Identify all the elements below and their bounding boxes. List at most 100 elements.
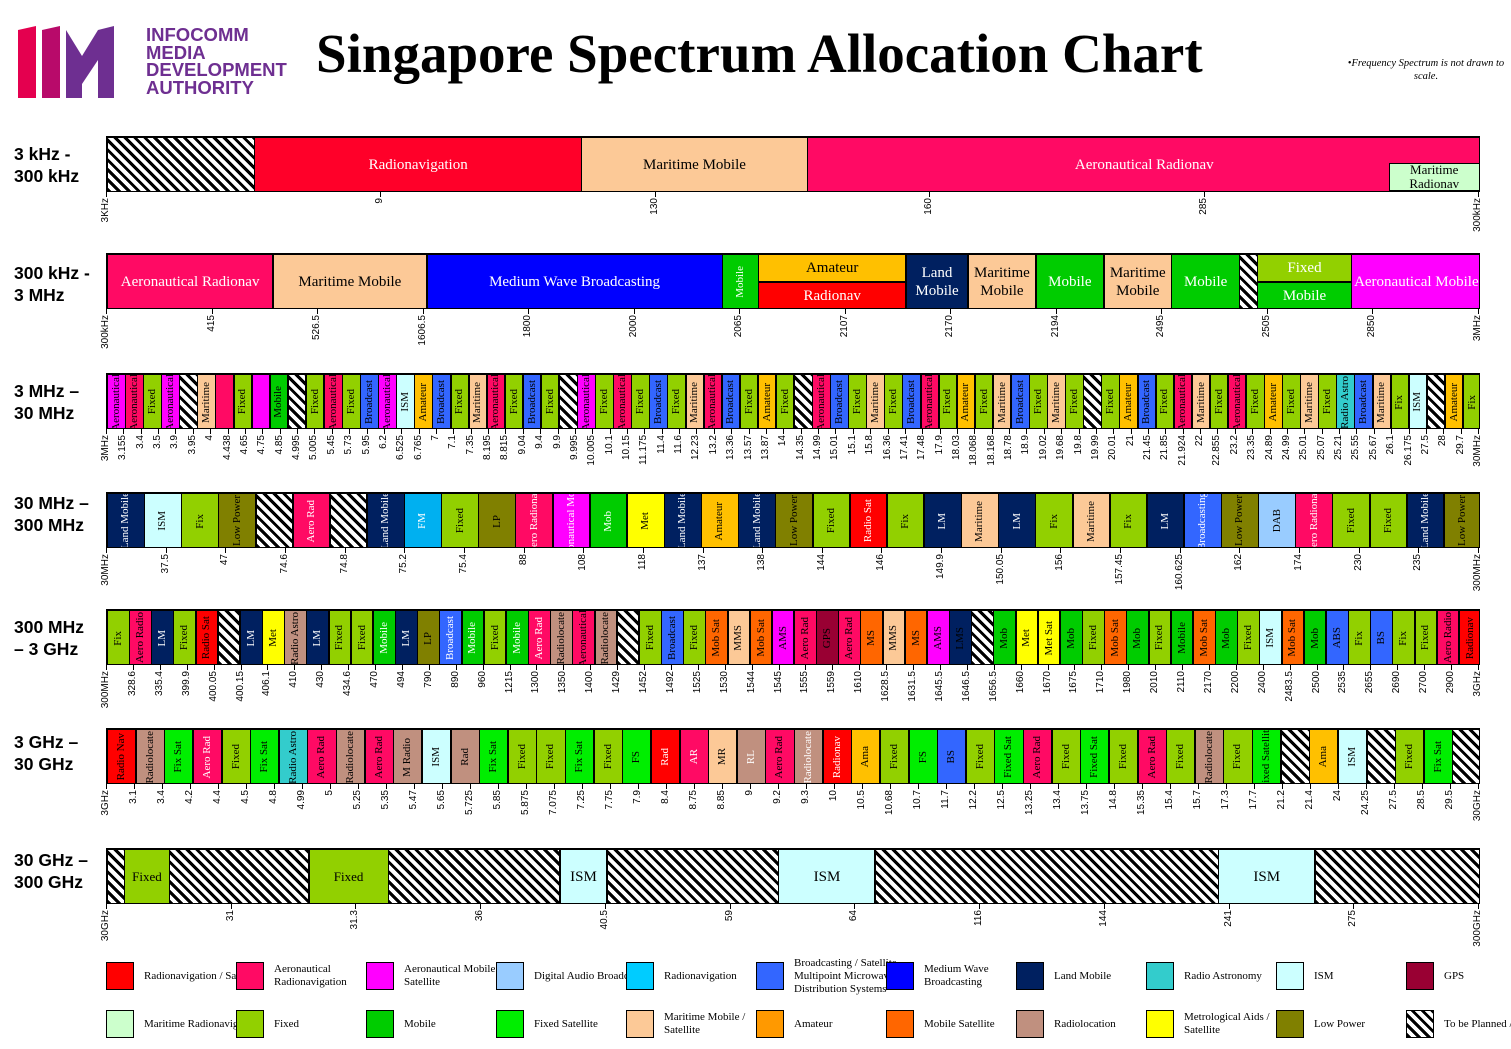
legend-item: Aeronautical Radionavigation bbox=[236, 958, 366, 998]
allocation-label: Aeronautical bbox=[706, 374, 719, 429]
tick-mark bbox=[1148, 429, 1150, 434]
tick-mark bbox=[488, 429, 490, 434]
allocation-segment: Aero Rad bbox=[1137, 729, 1167, 783]
allocation-label: Broadcast bbox=[832, 380, 845, 424]
tick-label: 7.35 bbox=[464, 435, 476, 455]
allocation-segment: Rad bbox=[450, 729, 480, 783]
tick-mark bbox=[974, 429, 976, 434]
allocation-label: Fixed bbox=[1248, 389, 1261, 415]
allocation-label: Mob Sat bbox=[1197, 619, 1210, 657]
allocation-label: Fix bbox=[1393, 394, 1406, 410]
spectrum-band: Radionavigation Maritime Mobile Aeronautic… bbox=[106, 136, 1480, 192]
allocation-segment: Land Mobile bbox=[664, 493, 702, 547]
allocation-segment bbox=[329, 493, 368, 547]
allocation-label: Fix bbox=[193, 513, 206, 529]
tick-mark bbox=[679, 429, 681, 434]
tick-mark bbox=[404, 548, 406, 553]
tick-mark bbox=[1254, 784, 1255, 789]
allocation-label: ISM bbox=[1411, 392, 1424, 412]
tick-label: 25.01 bbox=[1298, 435, 1310, 461]
tick-label: 2850 bbox=[1366, 315, 1378, 338]
allocation-segment bbox=[1239, 254, 1258, 308]
tick-mark bbox=[1289, 665, 1291, 670]
tick-label: 9 bbox=[374, 198, 386, 204]
tick-mark bbox=[913, 665, 915, 670]
allocation-segment: Fixed bbox=[1082, 610, 1105, 664]
tick-label: 1656.5 bbox=[987, 671, 999, 702]
allocation-segment: Aero Rad bbox=[364, 729, 394, 783]
allocation-label: ISM bbox=[156, 511, 169, 531]
tick-label: 285 bbox=[1197, 198, 1209, 215]
legend-label: Aeronautical Mobile / Satellite bbox=[404, 963, 502, 988]
tick-label: 118 bbox=[636, 554, 648, 570]
allocation-label: Mobile bbox=[1183, 274, 1228, 290]
tick-label: 19.68 bbox=[1055, 435, 1067, 461]
tick-label: 2690 bbox=[1391, 671, 1403, 694]
allocation-segment: Fix bbox=[1109, 493, 1148, 547]
tick-mark bbox=[844, 309, 846, 314]
allocation-segment: Aero Rad bbox=[765, 729, 795, 783]
legend-item: Fixed Satellite bbox=[496, 1006, 626, 1046]
allocation-segment: AR bbox=[679, 729, 709, 783]
legend-swatch bbox=[886, 1010, 914, 1038]
legend-item: Radionavigation / Satellite bbox=[106, 958, 261, 998]
allocation-label: Maritime bbox=[973, 500, 986, 542]
allocation-label: FM bbox=[416, 513, 429, 529]
tick-label: 13.25 bbox=[1024, 790, 1035, 816]
tick-mark bbox=[526, 784, 527, 789]
allocation-segment: Maritime Radionav bbox=[1389, 163, 1479, 191]
allocation-segment: Mob Sat bbox=[1104, 610, 1127, 664]
allocation-label: FS bbox=[630, 750, 643, 764]
tick-mark bbox=[765, 429, 767, 434]
legend-label: Amateur bbox=[794, 1017, 833, 1030]
tick-label: 526.5 bbox=[311, 315, 323, 341]
tick-mark bbox=[383, 429, 385, 434]
tick-label: 5.875 bbox=[520, 790, 531, 816]
allocation-label: Aeronautical bbox=[579, 374, 592, 429]
scale-note: •Frequency Spectrum is not drawn to scal… bbox=[1347, 58, 1505, 82]
tick-label: 1645.5 bbox=[933, 671, 945, 702]
allocation-label: Maritime bbox=[869, 381, 882, 423]
tick-label: 74.6 bbox=[278, 554, 290, 574]
tick-label: 13.2 bbox=[707, 435, 719, 455]
allocation-segment: Fixed bbox=[450, 374, 470, 428]
tick-label: 6.765 bbox=[412, 435, 424, 461]
allocation-label: Fixed bbox=[670, 389, 683, 415]
allocation-segment: Low Power bbox=[1221, 493, 1259, 547]
allocation-segment: Fixed bbox=[938, 374, 958, 428]
allocation-label: Maritime bbox=[1375, 381, 1388, 423]
row-label: 3 GHz – 30 GHz bbox=[14, 732, 79, 774]
tick-label: 2505 bbox=[1260, 315, 1272, 338]
tick-label: 11.7 bbox=[940, 790, 951, 809]
allocation-segment: Broadcast bbox=[1010, 374, 1030, 428]
tick-label: 235 bbox=[1412, 554, 1424, 571]
allocation-segment: Low Power bbox=[775, 493, 814, 547]
tick-label: 3MHz bbox=[100, 435, 111, 462]
allocation-segment: Mob Sat bbox=[1192, 610, 1216, 664]
allocation-label: Mob bbox=[998, 627, 1011, 649]
tick-mark bbox=[800, 429, 802, 434]
allocation-label: Fixed bbox=[1104, 389, 1117, 415]
tick-label: 108 bbox=[577, 554, 589, 571]
allocation-label: Mob bbox=[1219, 627, 1232, 649]
tick-mark bbox=[1397, 665, 1399, 670]
allocation-segment: Broadcast bbox=[649, 374, 668, 428]
tick-mark bbox=[230, 904, 232, 909]
tick-mark bbox=[218, 784, 219, 789]
tick-mark bbox=[1161, 309, 1163, 314]
tick-label: 7.75 bbox=[604, 790, 615, 810]
tick-mark bbox=[557, 429, 559, 434]
spectrum-band: Fix Aero Radio LM Fixed Radio Sat LM Met Radio … bbox=[106, 609, 1480, 665]
tick-mark bbox=[225, 548, 227, 553]
legend-label: Mobile bbox=[404, 1017, 436, 1030]
allocation-segment: Fixed bbox=[1318, 374, 1337, 428]
tick-mark bbox=[993, 665, 995, 670]
allocation-label: Fixed bbox=[643, 625, 656, 651]
tick-mark bbox=[1304, 429, 1306, 434]
tick-label: 3.95 bbox=[186, 435, 198, 455]
allocation-segment: LM bbox=[306, 610, 330, 664]
tick-mark bbox=[1235, 665, 1237, 670]
allocation-label: Maritime Mobile bbox=[643, 157, 746, 173]
tick-mark bbox=[722, 784, 723, 789]
legend-label: Medium Wave Broadcasting bbox=[924, 963, 989, 988]
